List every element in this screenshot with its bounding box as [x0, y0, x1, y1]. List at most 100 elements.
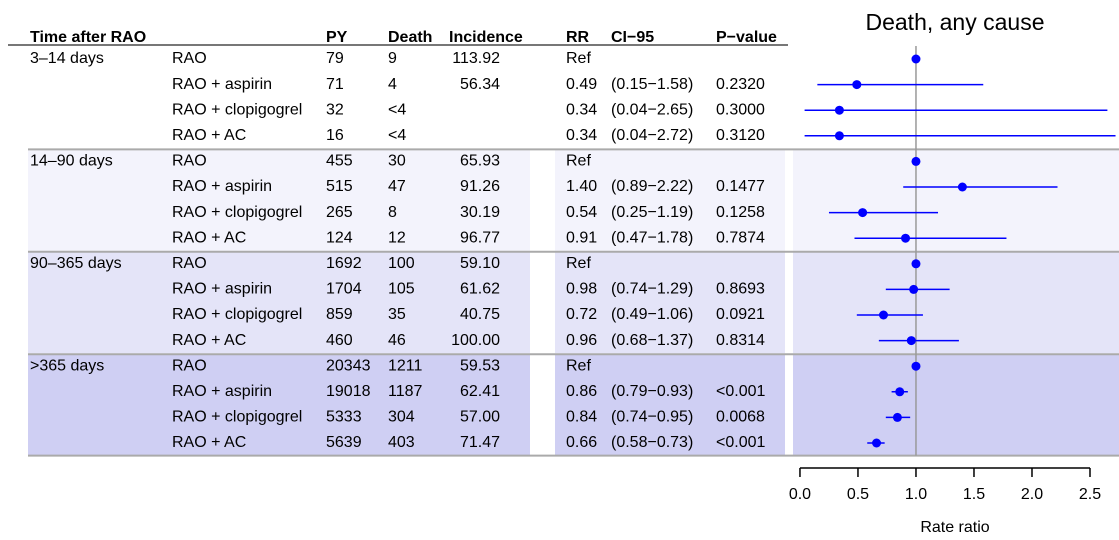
table-cell: (0.74−0.95) [611, 409, 693, 426]
group-label: >365 days [30, 357, 104, 374]
table-cell: 0.3120 [716, 127, 765, 144]
group-band [793, 251, 1119, 354]
table-cell: 1704 [326, 281, 362, 298]
table-cell: 0.66 [566, 434, 597, 451]
table-cell: (0.58−0.73) [611, 434, 693, 451]
table-cell: 5639 [326, 434, 362, 451]
table-cell: 4 [388, 76, 397, 93]
table-cell: 100 [388, 255, 415, 272]
x-axis-label: Rate ratio [920, 519, 989, 536]
table-cell: RAO [172, 357, 207, 374]
table-cell: 16 [326, 127, 344, 144]
table-cell: 91.26 [460, 178, 500, 195]
table-cell: 1187 [388, 383, 423, 400]
table-cell: RAO + AC [172, 229, 246, 246]
x-tick-label: 2.5 [1079, 486, 1101, 503]
table-cell: (0.04−2.72) [611, 127, 693, 144]
table-cell: 0.49 [566, 76, 597, 93]
table-cell: 455 [326, 153, 353, 170]
point-estimate [901, 233, 911, 243]
table-cell: 0.8693 [716, 281, 765, 298]
table-cell: 0.98 [566, 281, 597, 298]
table-cell: 8 [388, 204, 397, 221]
table-cell: 40.75 [460, 306, 500, 323]
table-cell: Ref [566, 50, 591, 67]
header-ci: CI−95 [611, 29, 654, 46]
table-cell: (0.79−0.93) [611, 383, 693, 400]
group-band [793, 46, 1119, 149]
table-cell: 71.47 [460, 434, 500, 451]
header-py: PY [326, 29, 348, 46]
table-cell: Ref [566, 153, 591, 170]
point-estimate [895, 387, 905, 397]
point-estimate [911, 54, 921, 64]
table-cell: 59.10 [460, 255, 500, 272]
table-cell: 265 [326, 204, 353, 221]
point-estimate [911, 259, 921, 269]
table-cell: <0.001 [716, 383, 765, 400]
table-cell: 304 [388, 409, 415, 426]
point-estimate [957, 182, 967, 192]
plot-marks [804, 54, 1116, 448]
point-estimate [911, 361, 921, 371]
table-cell: 0.72 [566, 306, 597, 323]
group-band [555, 149, 785, 251]
table-cell: 19018 [326, 383, 371, 400]
point-estimate [834, 131, 844, 141]
table-cell: RAO [172, 153, 207, 170]
group-band [28, 354, 530, 456]
table-cell: 71 [326, 76, 344, 93]
group-label: 3–14 days [30, 50, 104, 67]
point-estimate [834, 105, 844, 115]
point-estimate [909, 284, 919, 294]
table-cell: 79 [326, 50, 344, 67]
table-cell: (0.74−1.29) [611, 281, 693, 298]
table-cell: 113.92 [452, 50, 500, 67]
table-cell: 0.1477 [716, 178, 765, 195]
table-cell: 515 [326, 178, 353, 195]
table-cell: 403 [388, 434, 415, 451]
table-cell: (0.68−1.37) [611, 332, 693, 349]
table-cell: RAO + aspirin [172, 76, 272, 93]
header-p: P−value [716, 29, 777, 46]
point-estimate [852, 80, 862, 90]
group-label: 90–365 days [30, 255, 122, 272]
point-estimate [911, 156, 921, 166]
table-cell: 9 [388, 50, 397, 67]
table-cell: 1692 [326, 255, 362, 272]
header-incidence: Incidence [449, 29, 523, 46]
table-cell: 12 [388, 229, 406, 246]
group-band [793, 354, 1119, 456]
x-tick-label: 0.0 [789, 486, 811, 503]
table-cell: 56.34 [460, 76, 500, 93]
table-cell: 30.19 [460, 204, 500, 221]
point-estimate [858, 208, 868, 218]
table-cell: RAO + clopigogrel [172, 409, 302, 426]
header-time: Time after RAO [30, 29, 146, 46]
group-band [793, 149, 1119, 251]
table-cell: (0.04−2.65) [611, 101, 693, 118]
table-cell: <4 [388, 127, 406, 144]
table-cell: 59.53 [460, 357, 500, 374]
group-label: 14–90 days [30, 153, 113, 170]
table-cell: 124 [326, 229, 353, 246]
group-band [555, 46, 785, 149]
table-cell: 57.00 [460, 409, 500, 426]
table-cell: 46 [388, 332, 406, 349]
table-cell: (0.89−2.22) [611, 178, 693, 195]
group-band [28, 251, 530, 354]
table-cell: RAO + aspirin [172, 281, 272, 298]
table-cell: 460 [326, 332, 353, 349]
table-cell: 0.34 [566, 101, 597, 118]
table-cell: 0.0921 [716, 306, 765, 323]
group-band [555, 251, 785, 354]
table-cell: 0.84 [566, 409, 597, 426]
table-cell: 5333 [326, 409, 362, 426]
table-cell: 0.8314 [716, 332, 765, 349]
table-cell: 20343 [326, 357, 371, 374]
group-band [28, 149, 530, 251]
table-cell: 1211 [388, 357, 423, 374]
table-cell: 0.54 [566, 204, 597, 221]
table-cell: (0.47−1.78) [611, 229, 693, 246]
